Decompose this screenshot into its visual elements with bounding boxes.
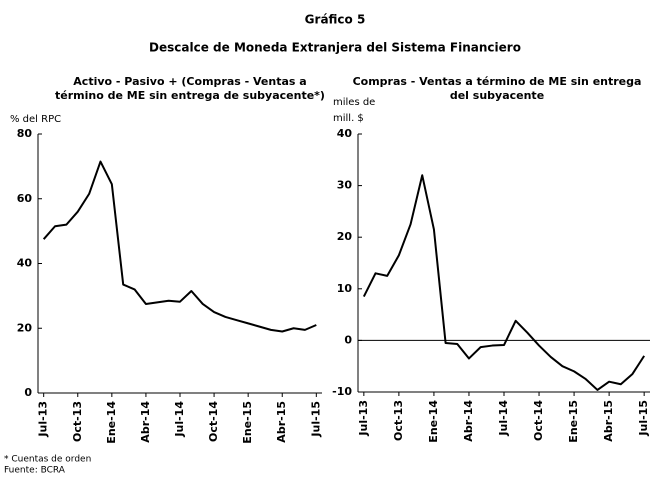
data-line	[42, 160, 317, 333]
chart-title: Compras - Ventas a término de ME sin ent…	[353, 75, 642, 88]
y-tick-label: 20	[337, 230, 353, 243]
chart-title: Activo - Pasivo + (Compras - Ventas a	[73, 75, 306, 88]
x-tick-label: Jul-13	[37, 401, 50, 438]
y-axis-label: mill. $	[333, 113, 364, 124]
x-tick-label: Abr-14	[139, 401, 152, 443]
x-tick-label: Oct-13	[392, 400, 405, 441]
y-axis-label: miles de	[333, 97, 375, 108]
x-tick-label: Jul-15	[637, 400, 650, 437]
y-tick-label: -10	[332, 385, 352, 398]
source: Fuente: BCRA	[4, 466, 66, 476]
y-tick-label: 40	[17, 257, 33, 270]
x-tick-label: Jul-14	[497, 400, 510, 437]
y-axis-label: % del RPC	[10, 114, 61, 125]
x-tick-label: Oct-14	[532, 400, 545, 441]
figure-subtitle: Descalce de Moneda Extranjera del Sistem…	[149, 41, 521, 55]
figure-title: Gráfico 5	[305, 13, 366, 27]
chart-title: término de ME sin entrega de subyacente*…	[55, 89, 325, 102]
y-tick-label: 20	[17, 321, 33, 334]
x-tick-label: Ene-14	[105, 401, 118, 444]
y-tick-label: 40	[337, 127, 353, 140]
x-tick-label: Ene-14	[427, 400, 440, 443]
footnote: * Cuentas de orden	[4, 455, 91, 465]
y-tick-label: 0	[344, 333, 352, 346]
x-tick-label: Oct-13	[71, 401, 84, 442]
y-tick-label: 0	[24, 386, 32, 399]
x-tick-label: Abr-15	[602, 400, 615, 442]
x-tick-label: Jul-15	[309, 401, 322, 438]
x-tick-label: Ene-15	[567, 400, 580, 443]
data-line	[362, 174, 645, 391]
x-tick-label: Ene-15	[241, 401, 254, 444]
x-tick-label: Jul-13	[357, 400, 370, 437]
x-tick-label: Oct-14	[207, 401, 220, 442]
y-tick-label: 30	[337, 179, 353, 192]
chart-title: del subyacente	[450, 89, 544, 102]
x-tick-label: Jul-14	[173, 401, 186, 438]
y-tick-label: 10	[337, 282, 353, 295]
x-tick-label: Abr-15	[275, 401, 288, 443]
y-tick-label: 80	[17, 127, 33, 140]
y-tick-label: 60	[17, 192, 33, 205]
x-tick-label: Abr-14	[462, 400, 475, 442]
